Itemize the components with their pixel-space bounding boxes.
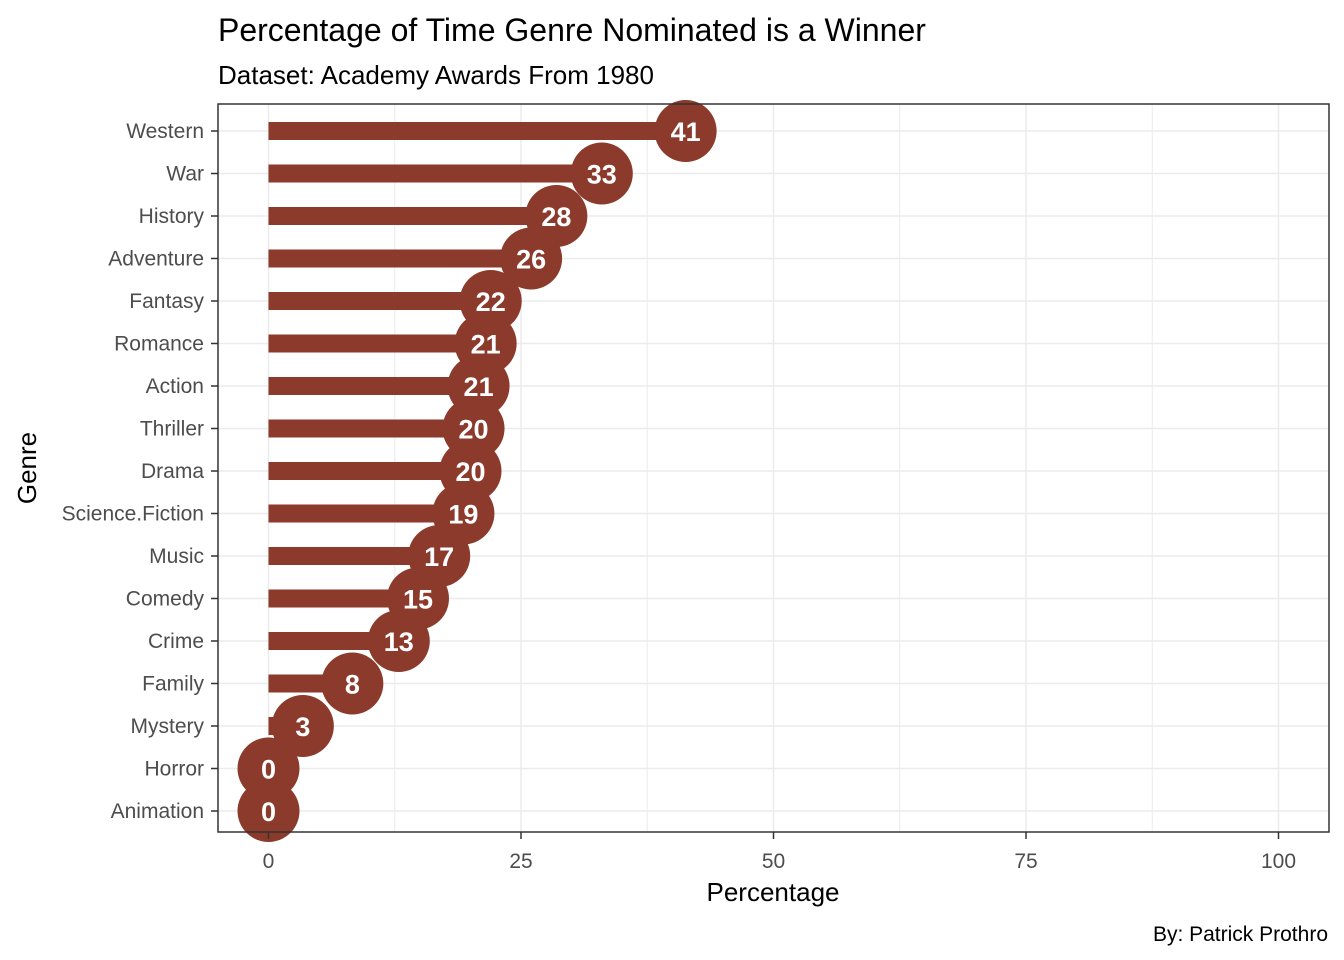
value-label: 21 (464, 372, 494, 402)
y-axis: Western War History Adventure Fantasy Romance… (62, 120, 218, 823)
value-point (237, 780, 300, 842)
y-tick-label: Romance (114, 333, 204, 356)
value-label: 28 (541, 202, 571, 232)
y-tick-label: War (166, 163, 204, 186)
x-tick-label: 100 (1261, 850, 1296, 873)
value-label: 8 (345, 670, 360, 700)
y-tick-label: Mystery (131, 715, 205, 738)
y-tick-label: History (139, 205, 205, 228)
bar (268, 292, 491, 310)
bar (268, 249, 532, 268)
y-tick-label: Science.Fiction (62, 503, 204, 526)
bar (268, 207, 557, 225)
y-tick-label: Western (126, 120, 204, 143)
y-tick-label: Animation (111, 800, 204, 823)
value-point (500, 227, 563, 290)
x-tick-label: 75 (1014, 850, 1037, 873)
value-point (367, 610, 430, 672)
bar (268, 589, 418, 608)
value-label: 41 (671, 117, 701, 147)
value-label: 17 (424, 542, 454, 572)
value-label: 26 (516, 245, 546, 275)
value-label: 0 (261, 755, 276, 785)
y-tick-label: Adventure (108, 248, 204, 271)
bar (268, 164, 602, 183)
value-point (271, 695, 334, 757)
value-label: 20 (459, 415, 489, 445)
value-label: 33 (587, 160, 617, 190)
value-point (570, 142, 633, 205)
value-label: 22 (476, 287, 506, 317)
chart-title: Percentage of Time Genre Nominated is a … (218, 12, 926, 48)
chart-subtitle: Dataset: Academy Awards From 1980 (218, 60, 654, 90)
x-tick-label: 25 (509, 850, 532, 873)
value-point (321, 652, 384, 715)
value-point (237, 737, 300, 800)
y-tick-label: Drama (141, 460, 204, 483)
y-axis-title: Genre (12, 432, 42, 504)
value-label: 15 (403, 585, 433, 615)
bar (268, 547, 440, 565)
x-axis-title: Percentage (707, 877, 840, 907)
chart-caption: By: Patrick Prothro (1153, 923, 1328, 946)
y-tick-label: Horror (144, 758, 204, 781)
value-label: 3 (295, 712, 310, 742)
y-tick-label: Thriller (140, 418, 204, 441)
value-label: 0 (261, 797, 276, 827)
bar (268, 462, 471, 480)
bar (268, 632, 399, 650)
value-label: 19 (448, 500, 478, 530)
y-tick-label: Family (142, 673, 204, 696)
y-tick-label: Fantasy (129, 290, 204, 313)
value-label: 13 (384, 627, 414, 657)
x-axis: 0 25 50 75 100 (263, 832, 1296, 873)
y-tick-label: Music (149, 545, 204, 568)
bar (268, 122, 686, 140)
y-tick-label: Comedy (126, 588, 205, 611)
y-tick-label: Action (146, 375, 204, 398)
bar (268, 504, 464, 523)
bar (268, 334, 486, 353)
bar (268, 377, 479, 395)
value-point (654, 100, 717, 162)
bar (268, 419, 474, 438)
value-label: 20 (455, 457, 485, 487)
value-label: 21 (471, 330, 501, 360)
x-tick-label: 50 (762, 850, 785, 873)
x-tick-label: 0 (263, 850, 275, 873)
y-tick-label: Crime (148, 630, 204, 653)
